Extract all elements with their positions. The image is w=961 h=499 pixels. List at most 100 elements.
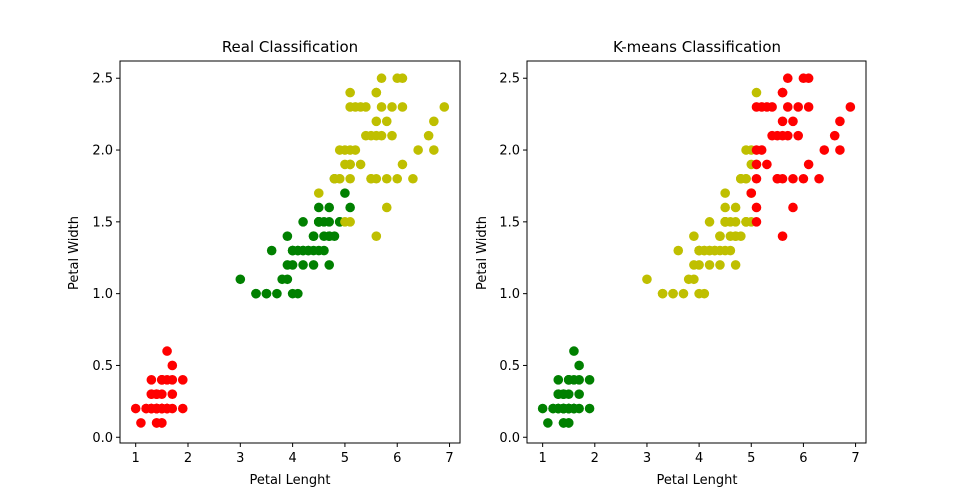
data-point	[340, 188, 350, 198]
data-point	[340, 159, 350, 170]
green-point-series	[537, 346, 595, 428]
real-classification-panel: Real Classification Petal Lenght Petal W…	[67, 38, 461, 488]
data-point	[381, 116, 392, 127]
data-point	[704, 260, 715, 270]
data-point	[324, 217, 335, 227]
data-point	[371, 87, 382, 98]
x-tick-label: 7	[851, 451, 859, 466]
data-point	[177, 403, 188, 414]
data-point	[287, 260, 298, 270]
x-axis-label: Petal Lenght	[656, 473, 737, 488]
data-point	[136, 418, 146, 428]
y-tick-label: 1.5	[499, 215, 520, 230]
data-point	[689, 231, 699, 241]
data-point	[251, 288, 261, 299]
data-point	[683, 274, 694, 285]
x-tick-label: 6	[393, 451, 401, 466]
data-point	[324, 260, 335, 270]
data-point	[657, 288, 668, 299]
data-point	[803, 159, 814, 170]
data-point	[584, 403, 595, 414]
data-point	[756, 145, 767, 155]
data-point	[751, 87, 762, 98]
data-point	[835, 116, 845, 127]
green-point-series	[235, 173, 355, 299]
data-point	[376, 102, 387, 112]
data-point	[345, 87, 355, 98]
data-point	[439, 102, 450, 112]
y-tick-label: 0.5	[92, 359, 113, 374]
data-point	[715, 231, 725, 241]
data-point	[777, 130, 788, 141]
data-point	[371, 130, 382, 141]
data-point	[803, 102, 814, 112]
data-point	[319, 231, 329, 241]
data-point	[397, 73, 408, 84]
data-point	[746, 188, 757, 198]
y-axis-label: Petal Width	[475, 216, 490, 290]
data-point	[329, 231, 340, 241]
data-point	[709, 245, 720, 256]
data-point	[558, 418, 569, 428]
data-point	[177, 375, 188, 385]
data-point	[762, 159, 772, 170]
data-point	[835, 145, 845, 155]
data-point	[429, 116, 439, 127]
x-tick-label: 1	[132, 451, 140, 466]
data-point	[429, 145, 439, 155]
x-tick-label: 1	[539, 451, 547, 466]
data-point	[266, 245, 277, 256]
red-point-series	[130, 346, 188, 428]
y-tick-label: 1.5	[92, 215, 113, 230]
data-point	[574, 389, 584, 399]
plot-frame	[119, 60, 461, 444]
data-point	[313, 202, 324, 213]
data-point	[151, 403, 162, 414]
data-point	[798, 173, 809, 184]
data-point	[313, 188, 324, 198]
data-point	[704, 217, 715, 227]
data-point	[334, 145, 345, 155]
data-point	[361, 102, 371, 112]
data-point	[162, 346, 172, 356]
data-point	[355, 159, 366, 170]
data-point	[151, 418, 162, 428]
x-tick-label: 4	[288, 451, 296, 466]
data-point	[715, 260, 725, 270]
data-point	[350, 102, 361, 112]
data-point	[157, 375, 167, 385]
data-point	[277, 274, 287, 285]
data-point	[151, 389, 162, 399]
x-tick-label: 4	[695, 451, 703, 466]
data-point	[668, 288, 678, 299]
data-point	[130, 403, 141, 414]
data-point	[678, 288, 689, 299]
red-point-series	[746, 73, 856, 241]
data-point	[699, 245, 710, 256]
data-point	[303, 245, 314, 256]
data-point	[584, 375, 595, 385]
data-point	[720, 217, 730, 227]
data-point	[814, 173, 824, 184]
y-tick-label: 2.0	[499, 144, 520, 159]
data-point	[736, 231, 746, 241]
data-point	[782, 102, 793, 112]
data-point	[777, 231, 788, 241]
data-point	[694, 260, 704, 270]
data-point	[324, 202, 335, 213]
x-axis-label: Petal Lenght	[249, 473, 330, 488]
data-point	[397, 102, 408, 112]
data-point	[819, 145, 830, 155]
y-axis-label: Petal Width	[67, 216, 82, 290]
data-point	[376, 73, 387, 84]
data-point	[537, 403, 548, 414]
data-point	[146, 375, 157, 385]
data-point	[381, 173, 392, 184]
data-point	[730, 202, 741, 213]
x-tick-label: 3	[643, 451, 651, 466]
data-point	[371, 116, 382, 127]
data-point	[345, 173, 355, 184]
y-tick-label: 0.0	[92, 431, 113, 446]
x-tick-label: 2	[591, 451, 599, 466]
